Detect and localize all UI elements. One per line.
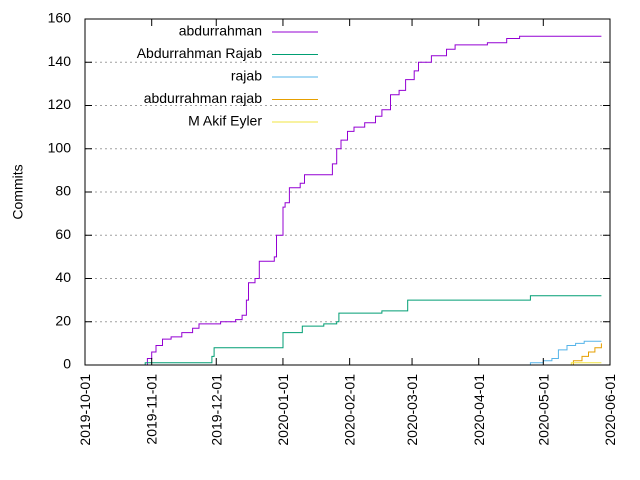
- series-line-3: [558, 343, 602, 366]
- y-tick-label: 40: [55, 269, 71, 285]
- y-tick-label: 60: [55, 226, 71, 242]
- x-tick-label: 2020-04-01: [471, 374, 487, 446]
- series-line-1: [143, 295, 602, 366]
- legend-label: rajab: [231, 68, 262, 84]
- y-tick-label: 20: [55, 312, 71, 328]
- series-lines: [143, 35, 602, 366]
- x-tick-label: 2019-10-01: [77, 374, 93, 446]
- x-tick-label: 2020-06-01: [602, 374, 618, 446]
- y-tick-label: 80: [55, 183, 71, 199]
- legend-label: Abdurrahman Rajab: [137, 45, 263, 61]
- series-line-2: [523, 340, 602, 366]
- legend: abdurrahman Abdurrahman Rajab rajab abdurra…: [137, 23, 318, 129]
- x-tick-label: 2020-02-01: [342, 374, 358, 446]
- x-tick-label: 2020-03-01: [404, 374, 420, 446]
- legend-label: abdurrahman rajab: [144, 90, 263, 106]
- y-axis-label: Commits: [10, 164, 26, 219]
- x-tick-label: 2019-11-01: [144, 374, 160, 445]
- x-tick-label: 2019-12-01: [208, 374, 224, 446]
- y-tick-label: 160: [48, 10, 72, 26]
- x-tick-label: 2020-05-01: [535, 374, 551, 446]
- legend-label: abdurrahman: [179, 23, 262, 39]
- series-line-0: [143, 35, 602, 366]
- x-tick-label: 2020-01-01: [275, 374, 291, 446]
- y-tick-label: 140: [48, 53, 72, 69]
- y-tick-label: 120: [48, 96, 72, 112]
- axis-ticks: 0 20 40 60 80 100 120 140 160 2019-10-01 2019-11-0…: [48, 10, 618, 446]
- y-tick-label: 100: [48, 139, 72, 155]
- legend-label: M Akif Eyler: [188, 113, 262, 129]
- y-tick-label: 0: [63, 356, 71, 372]
